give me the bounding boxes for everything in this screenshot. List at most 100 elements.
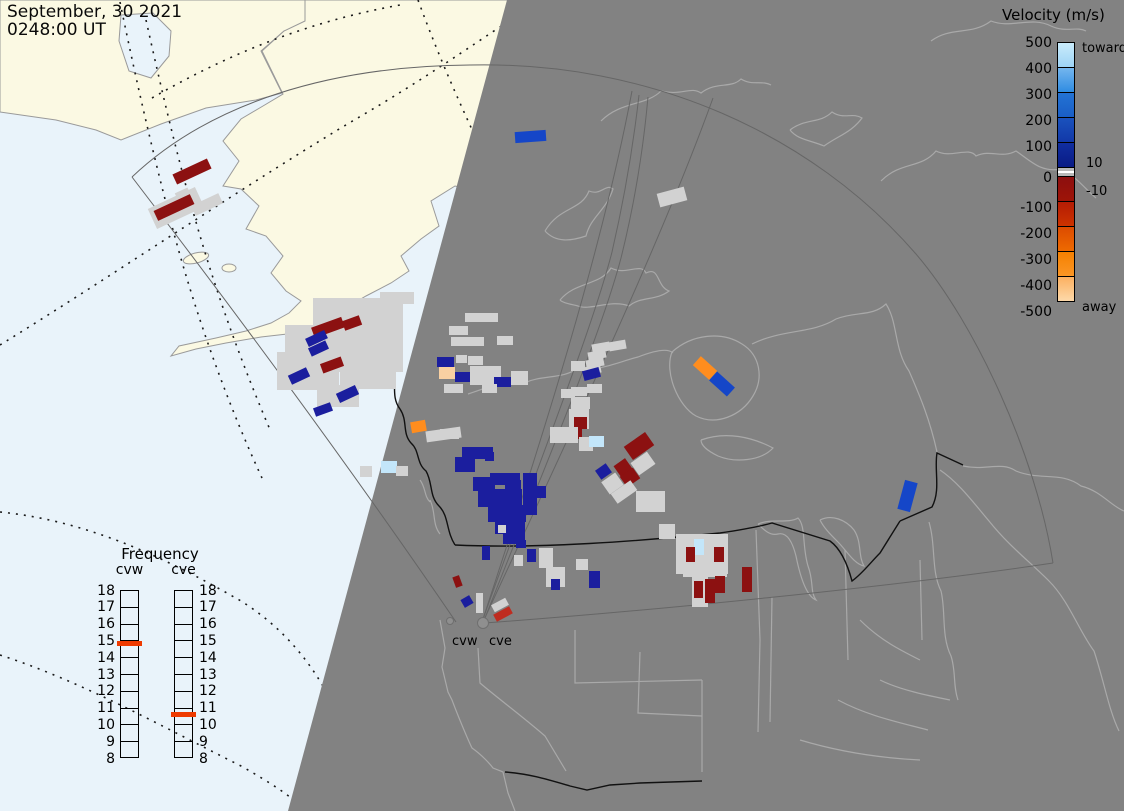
data-cell <box>715 576 725 593</box>
data-cell <box>476 593 483 613</box>
data-cell <box>514 555 523 566</box>
velocity-colorbar-segment <box>1057 92 1075 118</box>
data-cell <box>576 559 588 570</box>
data-cell <box>439 367 455 379</box>
radar-label-cvw: cvw <box>452 634 478 649</box>
data-cell <box>683 562 727 577</box>
data-cell <box>709 371 735 397</box>
data-cell <box>153 194 195 221</box>
us-canada-border <box>454 520 901 583</box>
data-cell <box>591 341 611 354</box>
frequency-scale-cell <box>121 725 138 743</box>
data-cell <box>516 540 526 548</box>
velocity-tick-label: 100 <box>1025 139 1052 155</box>
data-cell <box>610 480 638 504</box>
frequency-tick-label: 11 <box>97 700 115 717</box>
data-cell <box>692 356 718 380</box>
data-cell <box>589 436 604 447</box>
frequency-tick-label: 18 <box>199 582 217 599</box>
data-cell <box>897 479 918 513</box>
frequency-scale-cell <box>175 742 192 759</box>
velocity-data-cells <box>147 129 918 622</box>
frequency-scale-cell <box>175 692 192 709</box>
data-cell <box>440 429 459 439</box>
data-cell <box>601 472 624 495</box>
data-cell <box>444 384 463 393</box>
velocity-tick-label: 200 <box>1025 113 1052 129</box>
velocity-colorbar-segment <box>1057 117 1075 143</box>
data-cell <box>437 357 454 367</box>
frequency-scale-cell <box>121 591 138 608</box>
data-cell <box>595 463 612 480</box>
frequency-tick-label: 18 <box>97 582 115 599</box>
data-cell <box>455 457 475 472</box>
velocity-colorbar-segment <box>1057 201 1075 227</box>
data-cell <box>619 467 641 488</box>
toward-label: toward <box>1082 41 1124 56</box>
data-cell <box>491 597 509 613</box>
frequency-scale-cell <box>121 625 138 642</box>
frequency-scale-cell <box>121 641 138 659</box>
inlet-bay <box>118 12 172 79</box>
bc-coast <box>391 365 456 546</box>
data-cell <box>191 193 223 216</box>
frequency-legend-title: Frequency <box>121 545 199 563</box>
data-cell <box>485 452 494 461</box>
frequency-tick-label: 15 <box>199 632 217 649</box>
data-cell <box>172 158 212 185</box>
frequency-tick-label: 16 <box>97 616 115 633</box>
data-cell <box>527 549 536 562</box>
daylight-land <box>0 0 521 357</box>
frequency-scale-cell <box>121 608 138 625</box>
data-cell <box>581 366 602 382</box>
data-cell <box>451 337 484 346</box>
velocity-tick-label: -300 <box>1020 252 1052 268</box>
data-cell <box>360 466 372 477</box>
data-cell <box>714 547 724 565</box>
frequency-tick-label: 17 <box>97 599 115 616</box>
velocity-tick-label: -400 <box>1020 278 1052 294</box>
frequency-tick-label: 16 <box>199 616 217 633</box>
frequency-tick-label: 13 <box>199 666 217 683</box>
data-cell <box>478 489 522 507</box>
velocity-legend: Velocity (m/s) 500 400 300 200 100 0 -100 -200 -… <box>1000 4 1124 334</box>
frequency-scale-cell <box>121 675 138 692</box>
frequency-scale-cell <box>175 641 192 659</box>
frequency-marker-cve <box>171 711 196 717</box>
frequency-tick-label: 10 <box>97 716 115 733</box>
data-cell <box>574 417 587 429</box>
velocity-tick-label: -200 <box>1020 226 1052 242</box>
radar-dot-cvw <box>446 617 454 625</box>
frequency-scale-cell <box>175 675 192 692</box>
data-cell <box>456 355 467 363</box>
data-cell <box>497 336 513 345</box>
velocity-colorbar-segment <box>1057 176 1075 202</box>
frequency-marker-cvw <box>117 641 142 647</box>
velocity-colorbar-segment <box>1057 42 1075 68</box>
velocity-tick-label: -500 <box>1020 304 1052 320</box>
data-cell <box>396 466 408 476</box>
border-lines <box>391 365 964 791</box>
time-label: 0248:00 UT <box>7 20 106 40</box>
data-cell <box>341 315 363 331</box>
velocity-colorbar <box>1057 42 1075 302</box>
hudson-bay-coast <box>899 451 964 522</box>
data-cell <box>550 427 578 443</box>
data-cell <box>452 575 463 588</box>
data-cell <box>539 548 553 568</box>
data-cell <box>494 377 511 387</box>
frequency-tick-label: 14 <box>199 649 217 666</box>
data-cell <box>285 325 403 355</box>
velocity-tick-label: 300 <box>1025 87 1052 103</box>
velocity-colorbar-segment <box>1057 226 1075 252</box>
data-cell <box>307 340 330 357</box>
data-cell <box>613 458 633 477</box>
frequency-scale-cell <box>121 709 138 726</box>
frequency-column-cvw <box>120 590 139 758</box>
data-cell <box>493 606 513 622</box>
velocity-colorbar-segment <box>1057 67 1075 93</box>
data-cell <box>498 525 506 533</box>
data-cell <box>455 372 471 382</box>
